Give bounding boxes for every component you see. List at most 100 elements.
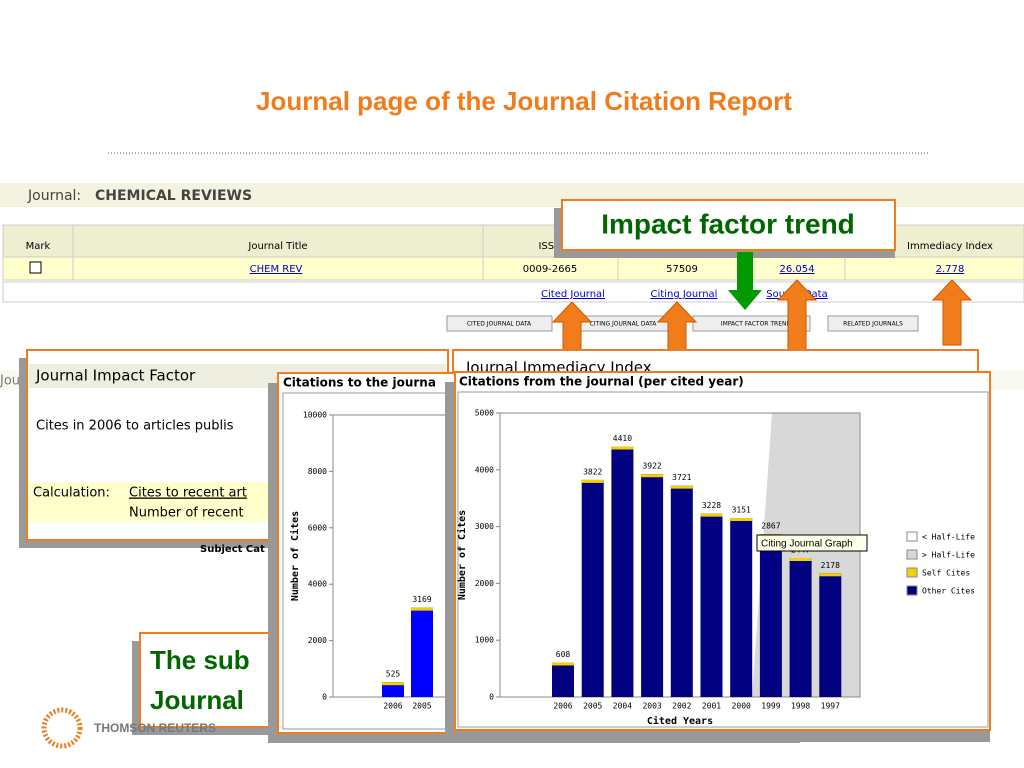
bar-cap — [581, 479, 604, 483]
bar — [789, 558, 812, 697]
tooltip: Citing Journal Graph — [761, 539, 853, 550]
y-tick-label: 4000 — [475, 465, 494, 474]
bar — [700, 513, 723, 697]
bar-cap — [819, 573, 842, 577]
legend-swatch — [906, 585, 918, 596]
links-row — [2, 281, 1024, 303]
calc-line: Cites to recent art — [129, 486, 247, 501]
x-tick-label: 2000 — [732, 702, 751, 711]
panel-title: Journal Impact Factor — [35, 367, 196, 385]
journal-label: Journal: — [27, 188, 81, 204]
x-tick-label: 2002 — [672, 702, 691, 711]
value-label: 3922 — [642, 462, 661, 471]
bar — [819, 573, 842, 697]
callout — [561, 199, 896, 251]
button-label: RELATED JOURNALS — [843, 321, 903, 328]
x-tick-label: 2004 — [613, 702, 632, 711]
calc-label: Calculation: — [33, 486, 110, 501]
callout-text: The sub — [150, 645, 250, 675]
value-label: 3822 — [583, 467, 602, 476]
logo-text: THOMSON REUTERS — [94, 721, 216, 735]
chart-title: Citations to the journa — [283, 376, 436, 390]
legend-label: < Half-Life — [922, 533, 975, 542]
subject-text: Subject Cat — [200, 544, 265, 555]
y-tick-label: 3000 — [475, 522, 494, 531]
y-tick-label: 0 — [322, 693, 327, 702]
bar-cap — [411, 607, 433, 611]
x-tick-label: 2003 — [642, 702, 661, 711]
callout-text: Impact factor trend — [601, 208, 855, 239]
x-tick-label: 1999 — [761, 702, 780, 711]
y-tick-label: 10000 — [303, 411, 327, 420]
y-axis-label: Number of Cites — [289, 511, 301, 601]
chart-frame — [457, 391, 989, 728]
y-tick-label: 0 — [489, 693, 494, 702]
y-tick-label: 2000 — [308, 636, 327, 645]
cell: 0009-2665 — [523, 264, 578, 275]
button-label: IMPACT FACTOR TREND — [721, 321, 792, 328]
button[interactable] — [446, 315, 553, 332]
legend-label: Self Cites — [922, 569, 970, 578]
button[interactable] — [692, 315, 811, 332]
value-label: 3169 — [412, 595, 431, 604]
x-axis-label: Cited Years — [647, 715, 713, 727]
logo-mark — [41, 707, 83, 749]
bar-cap — [611, 446, 634, 450]
y-tick-label: 4000 — [308, 580, 327, 589]
y-tick-label: 1000 — [475, 636, 494, 645]
y-tick-label: 6000 — [308, 523, 327, 532]
title-link[interactable]: CHEM REV — [250, 264, 303, 275]
bar-cap — [789, 558, 812, 562]
table-row — [2, 256, 1024, 281]
header: ISSN — [538, 241, 561, 252]
tooltip-box — [756, 534, 868, 552]
bar-cap — [730, 518, 753, 522]
chart-title: Citations from the journal (per cited ye… — [459, 375, 744, 389]
bar-cap — [552, 662, 574, 666]
legend-swatch — [906, 549, 918, 560]
value-label: 3721 — [672, 473, 691, 482]
legend-label: > Half-Life — [922, 551, 975, 560]
immediacy-link[interactable]: 2.778 — [936, 264, 965, 275]
x-tick-label: 1997 — [821, 702, 840, 711]
arrow-down — [728, 252, 762, 310]
bar — [581, 479, 604, 697]
impact-link[interactable]: 26.054 — [780, 264, 815, 275]
slide-title: Journal page of the Journal Citation Rep… — [256, 86, 792, 116]
arrows — [551, 279, 973, 373]
link[interactable]: Citing Journal — [651, 289, 718, 300]
value-label: 3151 — [732, 506, 751, 515]
x-tick-label: 2005 — [583, 702, 602, 711]
cell: 57509 — [666, 264, 698, 275]
y-tick-label: 2000 — [475, 579, 494, 588]
bar — [730, 518, 753, 697]
button[interactable] — [827, 315, 919, 332]
x-tick-label: 2006 — [553, 702, 572, 711]
header: Journal Title — [247, 241, 307, 252]
panel-text: Cites in 2006 to articles publis — [36, 419, 234, 434]
bar — [552, 662, 574, 697]
bar — [670, 485, 693, 697]
header: Immediacy Index — [907, 241, 993, 252]
x-tick-label: 2005 — [412, 702, 431, 711]
value-label: 2178 — [821, 561, 840, 570]
value-label: 2867 — [761, 522, 780, 531]
button-label: CITING JOURNAL DATA — [590, 321, 658, 328]
link[interactable]: Cited Journal — [541, 289, 605, 300]
bar-cap — [641, 474, 664, 478]
value-label: 525 — [386, 670, 401, 679]
buttons — [446, 315, 919, 332]
bar — [759, 534, 782, 697]
checkbox[interactable] — [29, 261, 42, 274]
value-label: 4410 — [613, 434, 632, 443]
legend-swatch — [906, 567, 918, 578]
value-label: 3228 — [702, 501, 721, 510]
calc-line: Number of recent — [129, 506, 244, 521]
callout-text: Journal — [150, 685, 244, 715]
bar-cap — [670, 485, 693, 489]
bar-cap — [700, 513, 723, 517]
legend-label: Other Cites — [922, 587, 975, 596]
y-axis-label: Number of Cites — [456, 510, 468, 600]
journal-name: CHEMICAL REVIEWS — [95, 188, 252, 204]
button-label: CITED JOURNAL DATA — [467, 321, 532, 328]
